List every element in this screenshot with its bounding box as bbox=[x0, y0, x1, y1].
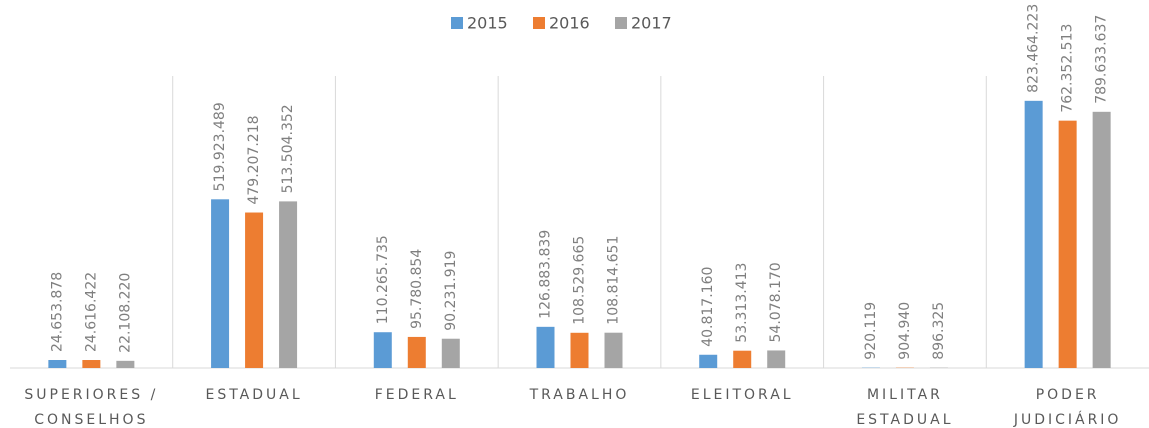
bar bbox=[245, 212, 264, 368]
bar bbox=[48, 360, 67, 368]
legend-label: 2016 bbox=[549, 14, 590, 33]
bar bbox=[441, 338, 460, 368]
bar bbox=[279, 201, 298, 368]
value-label: 90.231.919 bbox=[443, 251, 459, 331]
value-label: 95.780.854 bbox=[409, 249, 425, 329]
legend-label: 2017 bbox=[631, 14, 672, 33]
bar bbox=[1058, 120, 1077, 368]
value-label: 896.325 bbox=[931, 302, 947, 360]
x-tick-label: SUPERIORES / CONSELHOS bbox=[24, 387, 158, 428]
bar bbox=[733, 350, 752, 368]
value-label: 126.883.839 bbox=[538, 230, 554, 319]
legend-label: 2015 bbox=[467, 14, 508, 33]
value-label: 920.119 bbox=[863, 302, 879, 360]
legend-swatch bbox=[533, 17, 545, 29]
value-label: 789.633.637 bbox=[1094, 15, 1110, 104]
value-label: 54.078.170 bbox=[768, 262, 784, 342]
bar bbox=[699, 354, 718, 368]
value-label: 110.265.735 bbox=[375, 235, 391, 324]
value-label: 24.616.422 bbox=[83, 272, 99, 352]
x-tick-label: TRABALHO bbox=[529, 387, 630, 403]
x-tick-label: MILITAR ESTADUAL bbox=[856, 387, 953, 428]
bar bbox=[570, 332, 589, 368]
bar bbox=[116, 360, 135, 368]
value-label: 108.814.651 bbox=[606, 236, 622, 325]
bar bbox=[536, 326, 555, 368]
x-tick-label: FEDERAL bbox=[375, 387, 459, 403]
value-label: 513.504.352 bbox=[280, 104, 296, 193]
value-label: 53.313.413 bbox=[734, 263, 750, 343]
x-tick-label: PODER JUDICIÁRIO bbox=[1013, 387, 1122, 428]
bar bbox=[373, 332, 392, 368]
value-label: 108.529.665 bbox=[572, 236, 588, 325]
value-label: 519.923.489 bbox=[212, 102, 228, 191]
bar bbox=[407, 336, 426, 368]
value-label: 823.464.223 bbox=[1026, 4, 1042, 93]
bar bbox=[767, 350, 786, 368]
x-tick-label: ESTADUAL bbox=[205, 387, 302, 403]
bar bbox=[1092, 111, 1111, 369]
legend-swatch bbox=[615, 17, 627, 29]
value-label: 479.207.218 bbox=[246, 115, 262, 204]
x-tick-label: ELEITORAL bbox=[691, 387, 794, 403]
value-label: 904.940 bbox=[897, 302, 913, 360]
legend-swatch bbox=[451, 17, 463, 29]
value-label: 24.653.878 bbox=[49, 272, 65, 352]
value-label: 22.108.220 bbox=[117, 273, 133, 353]
bar bbox=[211, 199, 230, 368]
value-label: 762.352.513 bbox=[1060, 24, 1076, 113]
bar bbox=[82, 360, 101, 368]
value-label: 40.817.160 bbox=[700, 267, 716, 347]
bar bbox=[1024, 100, 1043, 368]
bar bbox=[604, 332, 623, 368]
